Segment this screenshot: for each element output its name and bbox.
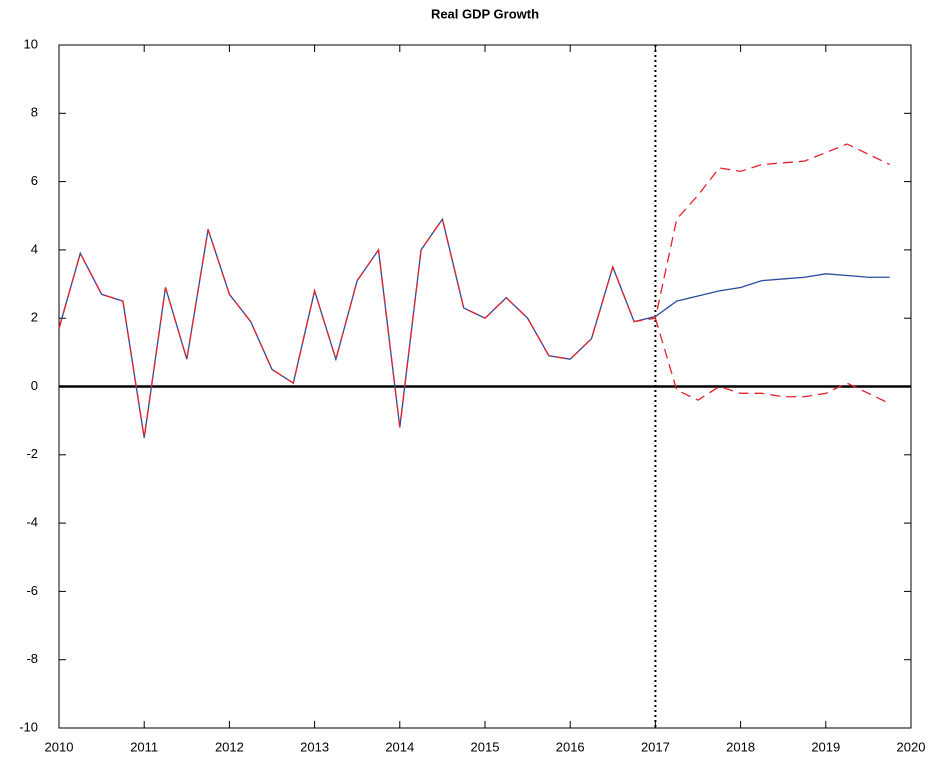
series-line: [58, 217, 890, 438]
y-tick-label: 6: [31, 173, 38, 188]
x-tick-label: 2015: [471, 739, 500, 754]
x-tick-label: 2018: [726, 739, 755, 754]
y-tick-label: -6: [26, 583, 38, 598]
y-tick-label: -10: [19, 719, 38, 734]
y-tick-label: 0: [31, 378, 38, 393]
x-tick-label: 2020: [897, 739, 926, 754]
y-tick-label: 4: [31, 241, 38, 256]
x-tick-label: 2019: [811, 739, 840, 754]
x-tick-label: 2016: [556, 739, 585, 754]
x-tick-label: 2014: [385, 739, 414, 754]
chart-title: Real GDP Growth: [431, 6, 539, 21]
x-tick-label: 2013: [300, 739, 329, 754]
x-tick-label: 2011: [130, 739, 158, 754]
x-tick-label: 2017: [641, 739, 670, 754]
y-tick-label: 8: [31, 105, 38, 120]
y-tick-label: -4: [26, 515, 38, 530]
x-tick-label: 2012: [215, 739, 244, 754]
x-tick-label: 2010: [45, 739, 74, 754]
y-tick-label: 10: [24, 36, 38, 51]
y-tick-label: -8: [26, 651, 38, 666]
y-tick-label: -2: [26, 446, 38, 461]
y-tick-label: 2: [31, 310, 38, 325]
series-line: [654, 318, 890, 405]
series-line: [58, 143, 890, 438]
